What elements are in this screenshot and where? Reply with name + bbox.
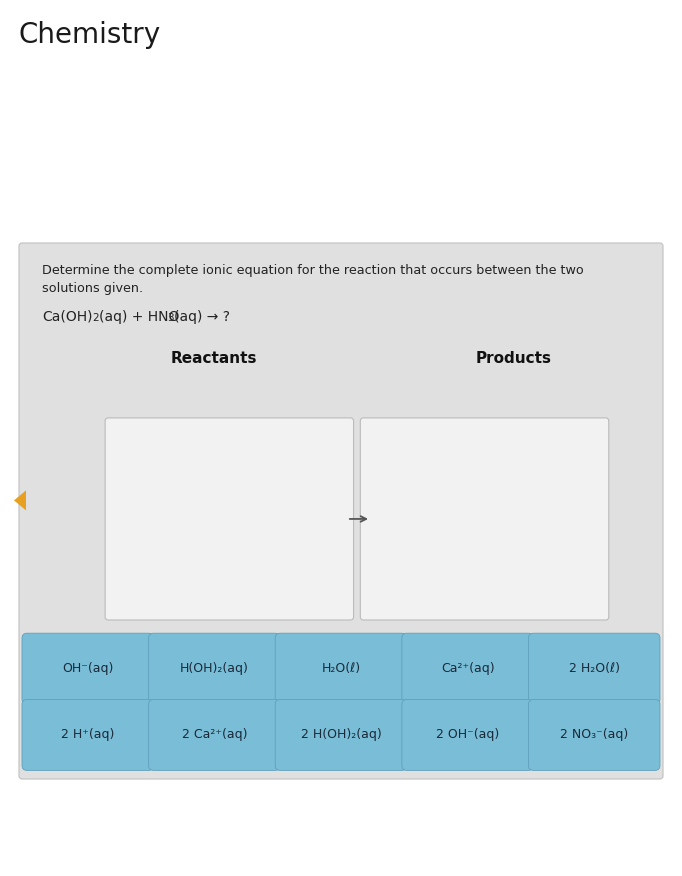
FancyBboxPatch shape <box>276 699 406 770</box>
FancyBboxPatch shape <box>529 699 660 770</box>
Text: H₂O(ℓ): H₂O(ℓ) <box>321 662 361 675</box>
Text: 3: 3 <box>167 313 174 323</box>
Text: 2: 2 <box>92 313 99 323</box>
FancyBboxPatch shape <box>22 633 153 704</box>
FancyBboxPatch shape <box>22 699 153 770</box>
FancyBboxPatch shape <box>529 633 660 704</box>
Text: (aq) + HNO: (aq) + HNO <box>99 310 179 324</box>
FancyBboxPatch shape <box>402 633 533 704</box>
Text: Products: Products <box>475 351 551 366</box>
Text: Reactants: Reactants <box>170 351 256 366</box>
FancyBboxPatch shape <box>149 699 280 770</box>
Polygon shape <box>14 491 26 511</box>
Text: 2 Ca²⁺(aq): 2 Ca²⁺(aq) <box>181 729 247 741</box>
Text: Determine the complete ionic equation for the reaction that occurs between the t: Determine the complete ionic equation fo… <box>42 264 584 277</box>
FancyBboxPatch shape <box>149 633 280 704</box>
FancyBboxPatch shape <box>19 243 663 779</box>
Text: 2 H(OH)₂(aq): 2 H(OH)₂(aq) <box>301 729 381 741</box>
Text: Ca²⁺(aq): Ca²⁺(aq) <box>441 662 494 675</box>
Text: H(OH)₂(aq): H(OH)₂(aq) <box>180 662 249 675</box>
Text: (aq) → ?: (aq) → ? <box>174 310 230 324</box>
FancyBboxPatch shape <box>360 418 609 620</box>
FancyBboxPatch shape <box>402 699 533 770</box>
FancyBboxPatch shape <box>276 633 406 704</box>
FancyBboxPatch shape <box>105 418 353 620</box>
Text: Chemistry: Chemistry <box>18 21 160 49</box>
Text: solutions given.: solutions given. <box>42 282 143 295</box>
Text: 2 H⁺(aq): 2 H⁺(aq) <box>61 729 115 741</box>
Text: 2 NO₃⁻(aq): 2 NO₃⁻(aq) <box>560 729 628 741</box>
Text: 2 OH⁻(aq): 2 OH⁻(aq) <box>436 729 499 741</box>
Text: OH⁻(aq): OH⁻(aq) <box>62 662 113 675</box>
Text: Ca(OH): Ca(OH) <box>42 310 93 324</box>
Text: 2 H₂O(ℓ): 2 H₂O(ℓ) <box>569 662 620 675</box>
